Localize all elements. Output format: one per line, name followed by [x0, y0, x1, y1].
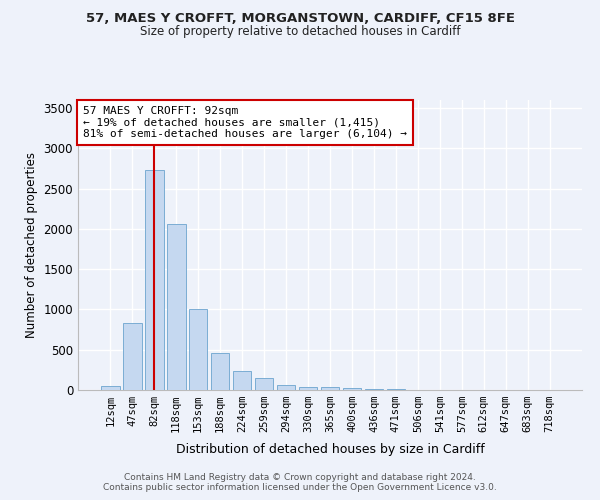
Bar: [277, 385, 295, 390]
Bar: [189, 308, 208, 390]
Bar: [101, 386, 119, 390]
Bar: [123, 323, 142, 390]
Y-axis label: Number of detached properties: Number of detached properties: [25, 152, 38, 338]
Bar: [167, 224, 185, 390]
Text: 57, MAES Y CROFFT, MORGANSTOWN, CARDIFF, CF15 8FE: 57, MAES Y CROFFT, MORGANSTOWN, CARDIFF,…: [86, 12, 515, 26]
Text: Contains HM Land Registry data © Crown copyright and database right 2024.: Contains HM Land Registry data © Crown c…: [124, 472, 476, 482]
Bar: [255, 378, 274, 390]
Bar: [320, 387, 340, 390]
Text: Size of property relative to detached houses in Cardiff: Size of property relative to detached ho…: [140, 25, 460, 38]
Bar: [365, 389, 383, 390]
Text: Contains public sector information licensed under the Open Government Licence v3: Contains public sector information licen…: [103, 482, 497, 492]
Text: Distribution of detached houses by size in Cardiff: Distribution of detached houses by size …: [176, 442, 484, 456]
Bar: [299, 387, 317, 390]
Bar: [233, 370, 251, 390]
Bar: [386, 389, 405, 390]
Bar: [343, 388, 361, 390]
Text: 57 MAES Y CROFFT: 92sqm
← 19% of detached houses are smaller (1,415)
81% of semi: 57 MAES Y CROFFT: 92sqm ← 19% of detache…: [83, 106, 407, 139]
Bar: [211, 353, 229, 390]
Bar: [145, 170, 164, 390]
